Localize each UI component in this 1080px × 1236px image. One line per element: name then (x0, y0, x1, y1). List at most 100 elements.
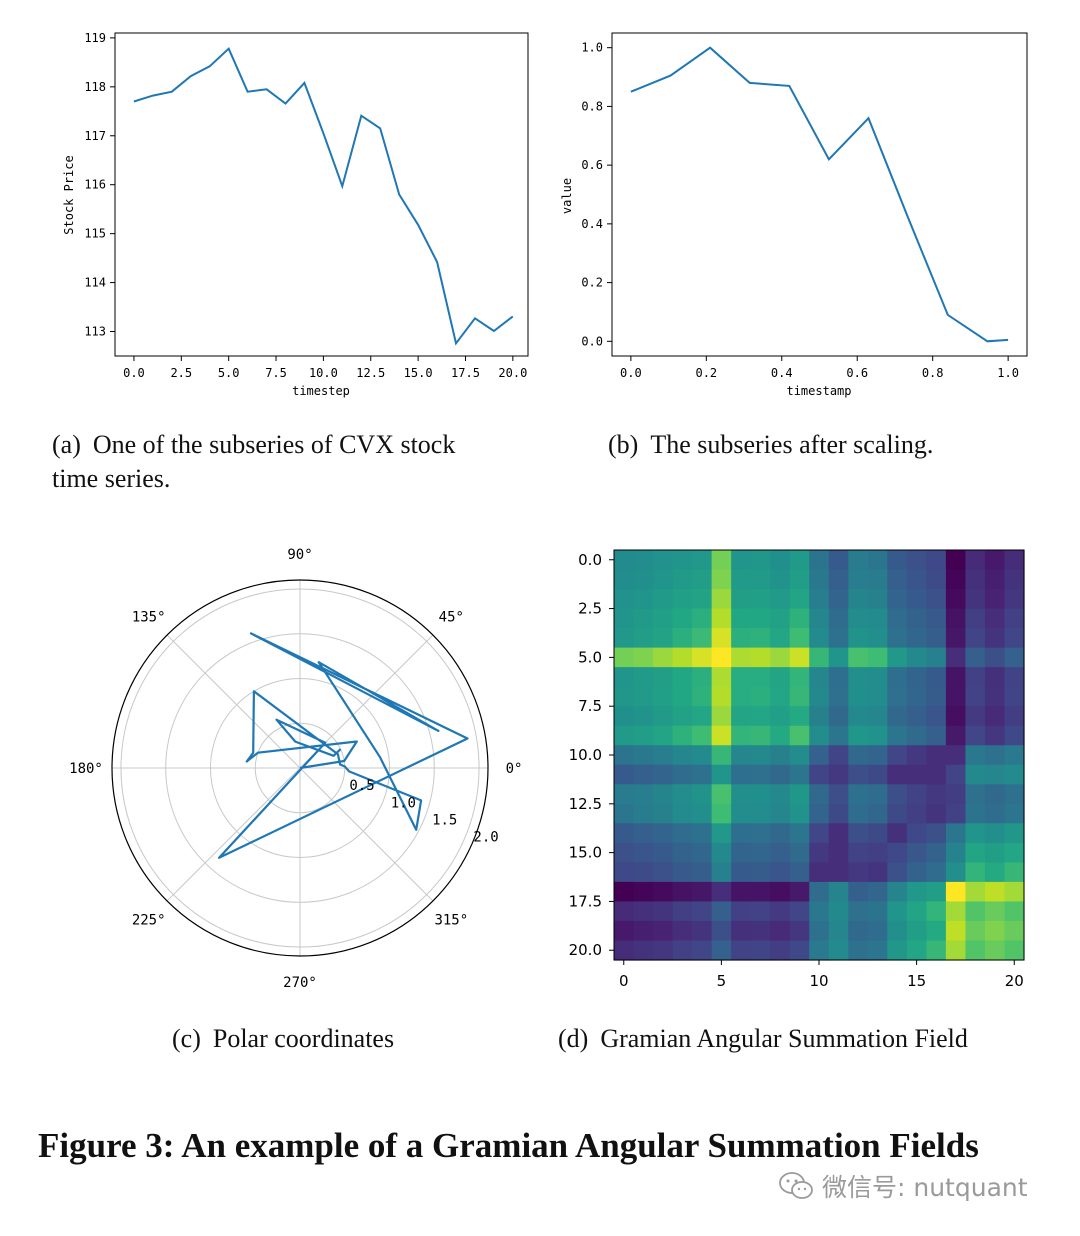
heatmap-cell (965, 589, 986, 610)
heatmap-cell (789, 589, 810, 610)
heatmap-cell (692, 940, 713, 961)
heatmap-cell (692, 628, 713, 649)
heatmap-cell (672, 842, 693, 863)
heatmap-cell (731, 589, 752, 610)
b-xtick-label: 0.4 (771, 366, 793, 380)
heatmap-cell (633, 550, 654, 571)
panel-c-angle-label: 0° (506, 761, 523, 777)
heatmap-cell (789, 940, 810, 961)
heatmap-cell (711, 550, 732, 571)
heatmap-cell (672, 784, 693, 805)
heatmap-cell (906, 784, 927, 805)
heatmap-cell (926, 920, 947, 942)
heatmap-cell (887, 550, 908, 571)
heatmap-cell (828, 901, 849, 922)
heatmap-cell (945, 608, 967, 629)
heatmap-cell (828, 706, 849, 727)
heatmap-cell (653, 706, 674, 727)
heatmap-cell (945, 686, 967, 707)
caption-c: (c) Polar coordinates (172, 1022, 394, 1056)
panel-d-ytick-label: 5.0 (578, 648, 602, 666)
heatmap-cell (984, 745, 1006, 766)
panel-d-heatmap: 0.0 2.5 5.0 7.5 10.0 12.5 15.0 17.5 20.0 0 5 10 15 2… (569, 549, 1025, 990)
caption-d-label: (d) (558, 1024, 589, 1053)
heatmap-cell (789, 803, 810, 824)
heatmap-cell (945, 647, 967, 668)
heatmap-cell (789, 608, 810, 629)
panel-d-ytick-label: 0.0 (578, 551, 602, 569)
heatmap-cell (906, 608, 927, 629)
heatmap-cell (789, 842, 810, 863)
heatmap-cell (984, 725, 1006, 746)
heatmap-cell (750, 940, 771, 961)
heatmap-cell (653, 881, 674, 903)
a-xtick-label: 10.0 (309, 366, 338, 380)
panel-d-ytick-label: 20.0 (569, 941, 602, 959)
heatmap-cell (926, 569, 947, 590)
heatmap-cell (633, 881, 654, 903)
heatmap-cell (848, 725, 869, 746)
heatmap-cell (809, 764, 830, 785)
caption-a: (a) One of the subseries of CVX stock tim… (52, 428, 542, 496)
caption-d-text: Gramian Angular Summation Field (600, 1024, 968, 1053)
a-xtick-label: 15.0 (404, 366, 433, 380)
panel-d-ytick-label: 7.5 (578, 697, 602, 715)
panel-d-xtick-label: 20 (1005, 972, 1024, 990)
heatmap-cell (867, 940, 888, 961)
heatmap-cell (809, 647, 830, 668)
heatmap-cell (672, 569, 693, 590)
heatmap-cell (711, 608, 732, 629)
heatmap-cell (614, 862, 635, 883)
heatmap-cell (906, 940, 927, 961)
heatmap-cell (653, 842, 674, 863)
heatmap-cell (633, 901, 654, 922)
heatmap-cell (711, 901, 732, 922)
heatmap-cell (614, 920, 635, 942)
heatmap-cell (633, 706, 654, 727)
a-ytick-label: 117 (84, 129, 106, 143)
heatmap-cell (653, 764, 674, 785)
heatmap-cell (906, 725, 927, 746)
heatmap-cell (887, 686, 908, 707)
heatmap-cell (653, 745, 674, 766)
heatmap-cell (828, 823, 849, 844)
panel-b-x-ticks: 0.0 0.2 0.4 0.6 0.8 1.0 (620, 356, 1019, 380)
heatmap-cell (1004, 725, 1025, 746)
heatmap-cell (848, 920, 869, 942)
heatmap-cell (828, 862, 849, 883)
heatmap-cell (926, 823, 947, 844)
heatmap-cell (848, 881, 869, 903)
heatmap-cell (887, 667, 908, 688)
heatmap-cell (867, 784, 888, 805)
heatmap-cell (945, 725, 967, 746)
heatmap-cell (809, 784, 830, 805)
heatmap-cell (1004, 940, 1025, 961)
heatmap-cell (614, 823, 635, 844)
heatmap-cell (633, 920, 654, 942)
heatmap-cell (770, 667, 791, 688)
heatmap-cell (809, 706, 830, 727)
heatmap-cell (828, 940, 849, 961)
heatmap-cell (770, 686, 791, 707)
heatmap-cell (770, 589, 791, 610)
heatmap-cell (809, 569, 830, 590)
heatmap-cell (926, 901, 947, 922)
heatmap-cell (984, 569, 1006, 590)
heatmap-cell (945, 628, 967, 649)
heatmap-cell (965, 647, 986, 668)
heatmap-cell (692, 901, 713, 922)
figure-title: Figure 3: An example of a Gramian Angula… (38, 1126, 979, 1165)
heatmap-cell (867, 745, 888, 766)
heatmap-cell (965, 686, 986, 707)
heatmap-cell (789, 569, 810, 590)
heatmap-cell (867, 706, 888, 727)
heatmap-cell (828, 920, 849, 942)
a-xtick-label: 17.5 (451, 366, 480, 380)
heatmap-cell (887, 764, 908, 785)
heatmap-cell (906, 686, 927, 707)
heatmap-cell (848, 628, 869, 649)
heatmap-cell (984, 667, 1006, 688)
heatmap-cell (633, 862, 654, 883)
heatmap-cell (770, 803, 791, 824)
watermark-text: 微信号: nutquant (822, 1173, 1028, 1202)
